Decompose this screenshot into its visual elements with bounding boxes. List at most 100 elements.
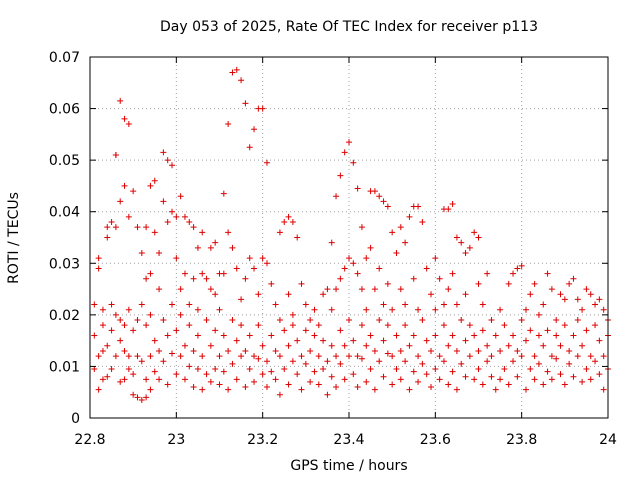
data-point <box>95 255 102 262</box>
data-point <box>285 291 292 298</box>
data-point <box>112 311 119 318</box>
data-point <box>557 342 564 349</box>
data-point <box>320 366 327 373</box>
data-point <box>207 286 214 293</box>
data-point <box>380 301 387 308</box>
data-point <box>130 188 137 195</box>
data-point <box>242 275 249 282</box>
data-point <box>333 384 340 391</box>
data-point <box>510 332 517 339</box>
data-point <box>393 249 400 256</box>
data-point <box>471 229 478 236</box>
data-point <box>458 360 465 367</box>
data-point <box>164 332 171 339</box>
data-point <box>462 373 469 380</box>
data-point <box>367 366 374 373</box>
data-point <box>466 322 473 329</box>
data-point <box>436 353 443 360</box>
data-point <box>276 229 283 236</box>
data-point <box>440 301 447 308</box>
data-point <box>561 322 568 329</box>
data-point <box>151 368 158 375</box>
data-point <box>471 332 478 339</box>
data-point <box>358 224 365 231</box>
data-point <box>445 381 452 388</box>
data-point <box>125 353 132 360</box>
data-point <box>311 306 318 313</box>
data-point <box>233 376 240 383</box>
data-point <box>341 265 348 272</box>
data-point <box>281 219 288 226</box>
data-point <box>203 371 210 378</box>
data-point <box>181 213 188 220</box>
data-point <box>225 386 232 393</box>
data-point <box>544 368 551 375</box>
data-point <box>225 121 232 128</box>
data-point <box>337 327 344 334</box>
data-point <box>540 301 547 308</box>
data-point <box>289 219 296 226</box>
data-point <box>488 317 495 324</box>
data-point <box>199 229 206 236</box>
data-point <box>138 249 145 256</box>
data-point <box>251 353 258 360</box>
data-point <box>164 381 171 388</box>
data-point <box>233 66 240 73</box>
data-point <box>229 360 236 367</box>
data-point <box>199 353 206 360</box>
data-point <box>91 366 98 373</box>
data-point <box>315 353 322 360</box>
data-point <box>238 77 245 84</box>
axis-ticks: 22.8 23 23.2 23.4 23.6 23.8 24 0 0.01 0.02 0.03 0.0… <box>49 50 617 448</box>
data-point <box>402 239 409 246</box>
data-point <box>121 376 128 383</box>
data-point <box>147 182 154 189</box>
data-point <box>229 244 236 251</box>
data-point <box>449 332 456 339</box>
data-point <box>501 366 508 373</box>
data-point <box>415 306 422 313</box>
data-point <box>177 286 184 293</box>
data-point <box>125 306 132 313</box>
data-point <box>173 255 180 262</box>
data-point <box>570 332 577 339</box>
data-point <box>587 376 594 383</box>
data-point <box>190 384 197 391</box>
data-point <box>151 337 158 344</box>
data-point <box>121 322 128 329</box>
data-point <box>384 322 391 329</box>
data-point <box>194 306 201 313</box>
data-point <box>173 213 180 220</box>
data-point <box>548 286 555 293</box>
data-point <box>535 360 542 367</box>
data-point <box>108 366 115 373</box>
data-point <box>186 219 193 226</box>
data-point <box>354 270 361 277</box>
data-point <box>566 360 573 367</box>
data-point <box>130 327 137 334</box>
data-point <box>574 296 581 303</box>
data-point <box>389 353 396 360</box>
data-point <box>268 280 275 287</box>
data-point <box>160 358 167 365</box>
data-point <box>117 378 124 385</box>
data-point <box>134 224 141 231</box>
data-point <box>479 327 486 334</box>
data-point <box>432 306 439 313</box>
data-point <box>255 355 262 362</box>
data-point <box>190 347 197 354</box>
data-point <box>134 394 141 401</box>
data-point <box>143 275 150 282</box>
data-point <box>169 162 176 169</box>
data-point <box>238 296 245 303</box>
data-point <box>91 332 98 339</box>
data-point <box>432 255 439 262</box>
data-point <box>328 306 335 313</box>
data-point <box>229 69 236 76</box>
data-point <box>600 306 607 313</box>
data-point <box>510 358 517 365</box>
data-point <box>346 139 352 146</box>
data-point <box>151 177 158 184</box>
data-point <box>596 337 603 344</box>
